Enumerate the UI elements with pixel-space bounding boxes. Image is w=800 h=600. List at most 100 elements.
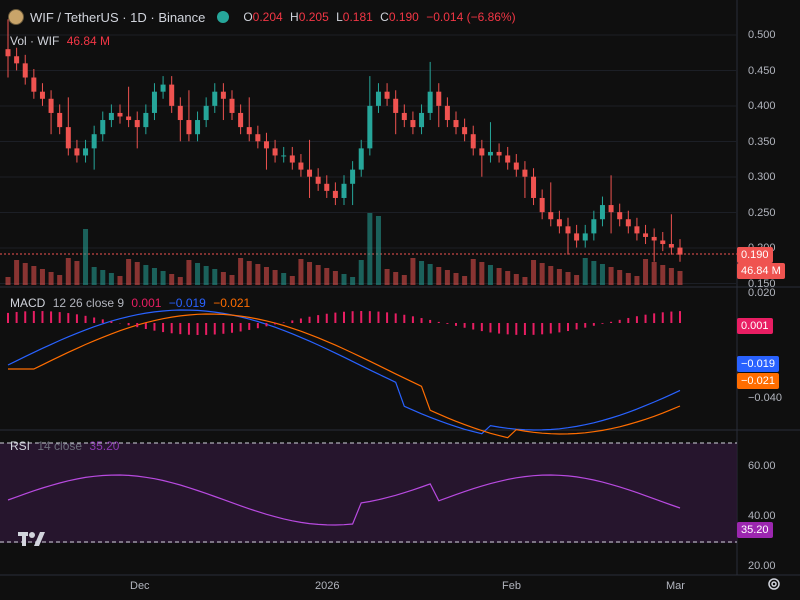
candle-body xyxy=(229,98,235,113)
candle-body xyxy=(505,155,511,163)
candle-body xyxy=(496,151,502,156)
rsi-line xyxy=(7,474,681,526)
volume-bar xyxy=(5,277,11,285)
macd-line-tag: −0.019 xyxy=(737,356,779,372)
volume-legend[interactable]: Vol · WIF 46.84 M xyxy=(10,34,111,48)
candle-body xyxy=(634,226,640,234)
volume-bar xyxy=(91,267,97,285)
volume-bar xyxy=(487,265,493,285)
time-axis-label: Feb xyxy=(502,580,521,592)
candle-body xyxy=(134,120,140,128)
candle-body xyxy=(677,247,683,255)
volume-bar xyxy=(677,271,683,285)
volume-bar xyxy=(246,261,252,285)
candle-body xyxy=(367,105,373,149)
volume-bar xyxy=(57,275,63,285)
volume-bar xyxy=(212,269,218,285)
volume-bar xyxy=(186,260,192,285)
candle-body xyxy=(143,112,149,128)
candle-body xyxy=(324,183,330,191)
candle-body xyxy=(126,116,132,121)
candle-body xyxy=(212,91,218,106)
volume-bar xyxy=(289,276,295,285)
market-status-icon[interactable] xyxy=(217,11,230,23)
candle-body xyxy=(470,134,476,149)
rsi-axis-label: 20.00 xyxy=(748,560,776,572)
volume-bar xyxy=(660,265,666,285)
volume-bar xyxy=(298,259,304,285)
candle-body xyxy=(65,127,71,149)
volume-bar xyxy=(83,229,89,285)
volume-bar xyxy=(177,277,183,285)
volume-bar xyxy=(531,260,537,285)
ohlc-values: O0.204 H0.205 L0.181 C0.190 −0.014 (−6.8… xyxy=(243,10,516,24)
candle-body xyxy=(608,205,614,213)
volume-bar xyxy=(479,262,485,285)
candle-body xyxy=(668,244,674,248)
candle-body xyxy=(160,84,166,92)
volume-bar xyxy=(281,273,287,285)
candle-body xyxy=(100,120,106,135)
macd-line xyxy=(7,309,681,435)
candle-body xyxy=(341,183,347,198)
tradingview-logo-icon xyxy=(18,532,45,546)
candle-body xyxy=(177,105,183,121)
volume-bar xyxy=(591,261,597,285)
volume-bar xyxy=(375,216,381,285)
candle-body xyxy=(255,134,261,142)
volume-bar xyxy=(108,273,114,285)
candle-body xyxy=(350,169,356,184)
volume-tag: 46.84 M xyxy=(737,263,785,279)
volume-bar xyxy=(668,268,674,285)
candle-body xyxy=(565,226,571,234)
rsi-tag: 35.20 xyxy=(737,522,773,538)
candle-body xyxy=(220,91,226,99)
signal-line xyxy=(8,313,681,439)
candle-body xyxy=(401,112,407,121)
volume-bar xyxy=(436,267,442,285)
candle-body xyxy=(410,120,416,128)
price-axis-label: 0.500 xyxy=(748,29,776,41)
chart-header: WIF / TetherUS · 1D · Binance O0.204 H0.… xyxy=(8,8,516,26)
candle-body xyxy=(651,236,657,241)
symbol-title[interactable]: WIF / TetherUS · 1D · Binance xyxy=(30,9,206,25)
price-axis-label: 0.300 xyxy=(748,171,776,183)
macd-legend[interactable]: MACD 12 26 close 9 0.001 −0.019 −0.021 xyxy=(10,296,251,310)
candle-body xyxy=(289,155,295,163)
volume-bar xyxy=(14,260,20,285)
rsi-axis-label: 60.00 xyxy=(748,460,776,472)
volume-bar xyxy=(263,267,269,285)
candle-body xyxy=(57,112,63,128)
volume-bar xyxy=(651,262,657,285)
candle-body xyxy=(332,190,338,198)
volume-bar xyxy=(134,262,140,285)
volume-bar xyxy=(599,264,605,285)
volume-bar xyxy=(100,270,106,285)
price-change: −0.014 (−6.86%) xyxy=(426,10,516,24)
rsi-legend[interactable]: RSI 14 close 35.20 xyxy=(10,439,120,453)
tradingview-logo[interactable] xyxy=(16,526,48,552)
wif-symbol-icon xyxy=(8,9,24,25)
volume-bar xyxy=(229,275,235,285)
settings-gear-icon[interactable] xyxy=(766,576,782,592)
candle-body xyxy=(531,176,537,198)
candle-body xyxy=(22,63,28,78)
volume-bar xyxy=(505,271,511,285)
candle-body xyxy=(39,91,45,99)
candle-body xyxy=(444,105,450,121)
volume-bar xyxy=(238,258,244,285)
volume-bar xyxy=(617,270,623,285)
candle-body xyxy=(436,91,442,106)
volume-bar xyxy=(160,271,166,285)
candle-body xyxy=(74,148,80,156)
candle-body xyxy=(203,105,209,121)
candle-body xyxy=(393,98,399,113)
candle-body xyxy=(539,197,545,213)
volume-bar xyxy=(307,262,313,285)
volume-bar xyxy=(401,275,407,285)
volume-bar xyxy=(427,264,433,285)
volume-bar xyxy=(453,273,459,285)
candle-body xyxy=(238,112,244,128)
volume-bar xyxy=(367,213,373,285)
